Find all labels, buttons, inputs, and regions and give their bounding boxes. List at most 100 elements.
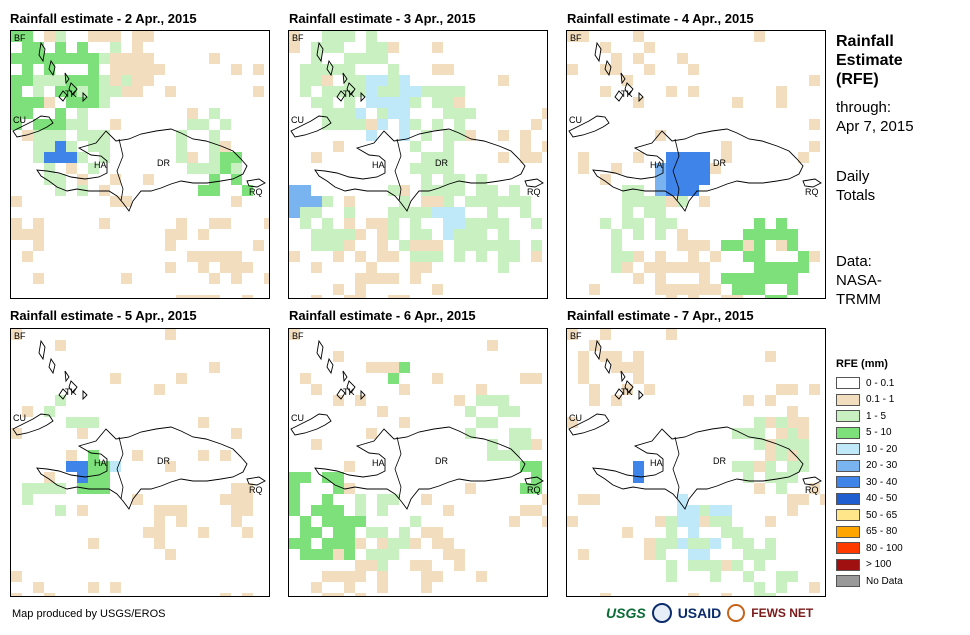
rainfall-cell (600, 218, 611, 229)
rainfall-cell (66, 86, 77, 97)
rainfall-cell (198, 262, 209, 273)
rainfall-cell (531, 461, 542, 472)
rainfall-cell (289, 494, 300, 505)
rainfall-cell (542, 516, 547, 527)
map-label-dr: DR (713, 158, 726, 168)
rainfall-cell (787, 262, 798, 273)
map-label-rq: RQ (805, 187, 819, 197)
rainfall-cell (465, 428, 476, 439)
rainfall-cell (377, 53, 388, 64)
rainfall-cell (143, 527, 154, 538)
rainfall-cell (231, 494, 242, 505)
rainfall-cell (732, 428, 743, 439)
rainfall-cell (677, 196, 688, 207)
rainfall-cell (498, 251, 509, 262)
rainfall-cell (476, 196, 487, 207)
map-label-bf: BF (14, 331, 26, 341)
rainfall-cell (754, 560, 765, 571)
rainfall-cell (198, 185, 209, 196)
rainfall-cell (44, 152, 55, 163)
rainfall-cell (531, 439, 542, 450)
rainfall-cell (531, 152, 542, 163)
fews-globe-icon (727, 604, 746, 622)
rainfall-cell (754, 428, 765, 439)
rainfall-cell (787, 273, 798, 284)
rainfall-cell (809, 141, 820, 152)
rainfall-cell (311, 229, 322, 240)
rainfall-cell (699, 284, 710, 295)
coastline (68, 380, 78, 394)
rainfall-cell (198, 119, 209, 130)
rainfall-cell (344, 196, 355, 207)
rainfall-cell (787, 461, 798, 472)
coastline (336, 90, 346, 102)
rainfall-cell (333, 119, 344, 130)
rainfall-cell (487, 450, 498, 461)
rainfall-cell (465, 218, 476, 229)
rainfall-cell (454, 549, 465, 560)
map-label-tk: TK (343, 387, 355, 397)
rainfall-cell (410, 163, 421, 174)
rainfall-cell (798, 417, 809, 428)
rainfall-cell (11, 571, 22, 582)
rainfall-cell (220, 593, 231, 596)
map-label-ha: HA (372, 160, 385, 170)
rainfall-cell (688, 185, 699, 196)
rainfall-cell (88, 461, 99, 472)
rainfall-cell (454, 119, 465, 130)
rainfall-cell (611, 229, 622, 240)
rainfall-cell (688, 251, 699, 262)
rainfall-cell (421, 262, 432, 273)
rainfall-cell (399, 362, 410, 373)
rainfall-cell (633, 273, 644, 284)
legend-label: 0 - 0.1 (866, 377, 895, 389)
coastline (360, 389, 366, 401)
legend-swatch (836, 542, 860, 555)
rainfall-cell (622, 362, 633, 373)
rainfall-cell (421, 582, 432, 593)
rainfall-cell (322, 229, 333, 240)
rainfall-cell (509, 240, 520, 251)
rainfall-cell (333, 472, 344, 483)
rainfall-cell (743, 273, 754, 284)
rainfall-cell (509, 450, 520, 461)
rainfall-cell (165, 240, 176, 251)
rainfall-cell (399, 86, 410, 97)
rainfall-cell (732, 538, 743, 549)
rainfall-cell (388, 86, 399, 97)
rainfall-cell (333, 229, 344, 240)
rainfall-cell (176, 218, 187, 229)
rainfall-cell (443, 141, 454, 152)
rainfall-cell (300, 64, 311, 75)
rainfall-cell (154, 516, 165, 527)
rainfall-cell (421, 240, 432, 251)
rainfall-cell (344, 31, 355, 42)
rainfall-cell (421, 130, 432, 141)
rainfall-cell (487, 340, 498, 351)
rainfall-cell (99, 461, 110, 472)
rainfall-cell (454, 560, 465, 571)
rainfall-cell (366, 273, 377, 284)
rainfall-cell (666, 262, 677, 273)
map-label-ha: HA (94, 160, 107, 170)
rainfall-cell (110, 64, 121, 75)
rainfall-cell (231, 64, 242, 75)
legend-swatch (836, 377, 860, 390)
legend-item: 5 - 10 (836, 425, 903, 442)
rainfall-cell (432, 163, 443, 174)
rainfall-cell (666, 571, 677, 582)
rainfall-cell (333, 549, 344, 560)
rainfall-cell (55, 42, 66, 53)
rainfall-cell (410, 251, 421, 262)
rainfall-cell (322, 119, 333, 130)
rainfall-cell (55, 141, 66, 152)
rainfall-cell (33, 53, 44, 64)
rainfall-cell (476, 395, 487, 406)
map-label-bf: BF (570, 33, 582, 43)
rainfall-cell (289, 472, 300, 483)
rainfall-cell (443, 130, 454, 141)
usaid-seal-icon (651, 603, 672, 623)
rainfall-cell (699, 273, 710, 284)
rainfall-cell (242, 527, 253, 538)
rainfall-cell (820, 494, 825, 505)
